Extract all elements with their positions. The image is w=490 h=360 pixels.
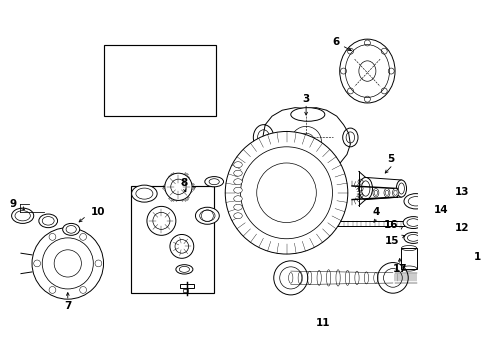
Ellipse shape: [291, 108, 325, 121]
Text: 12: 12: [455, 223, 469, 233]
Bar: [103, 45, 216, 116]
Ellipse shape: [234, 204, 242, 210]
Ellipse shape: [396, 180, 407, 197]
Text: 9: 9: [10, 199, 17, 209]
Ellipse shape: [234, 213, 242, 219]
Ellipse shape: [373, 189, 379, 197]
Ellipse shape: [63, 224, 80, 235]
Ellipse shape: [132, 185, 157, 202]
Text: 11: 11: [316, 318, 330, 328]
Text: 14: 14: [434, 205, 448, 215]
Ellipse shape: [234, 179, 242, 185]
Text: 4: 4: [373, 207, 380, 217]
Circle shape: [32, 228, 103, 299]
Text: 3: 3: [302, 94, 310, 104]
Ellipse shape: [196, 207, 220, 224]
Ellipse shape: [205, 177, 223, 187]
Ellipse shape: [176, 265, 193, 274]
Ellipse shape: [234, 162, 242, 168]
Ellipse shape: [427, 188, 447, 203]
Ellipse shape: [12, 208, 34, 224]
Bar: [401, 248, 417, 269]
Circle shape: [424, 246, 441, 264]
Bar: [183, 289, 188, 292]
Text: 7: 7: [64, 301, 72, 311]
Ellipse shape: [404, 232, 423, 243]
Ellipse shape: [340, 39, 395, 103]
Ellipse shape: [428, 213, 450, 228]
Text: 17: 17: [392, 264, 407, 274]
Text: 15: 15: [384, 236, 399, 246]
Text: 1: 1: [474, 252, 481, 262]
Ellipse shape: [291, 166, 321, 177]
Text: 10: 10: [91, 207, 105, 217]
Circle shape: [170, 234, 194, 258]
Text: 13: 13: [455, 187, 469, 197]
Circle shape: [241, 147, 333, 239]
Ellipse shape: [234, 196, 242, 202]
Ellipse shape: [403, 217, 423, 229]
Bar: [131, 186, 214, 293]
Ellipse shape: [234, 187, 242, 193]
Ellipse shape: [392, 189, 398, 197]
Ellipse shape: [234, 170, 242, 176]
Ellipse shape: [384, 189, 390, 197]
Ellipse shape: [39, 214, 57, 228]
Ellipse shape: [359, 177, 372, 199]
Text: 8: 8: [181, 177, 188, 188]
Circle shape: [165, 173, 192, 201]
Text: 5: 5: [388, 154, 394, 164]
Text: 6: 6: [332, 37, 339, 47]
Text: 16: 16: [384, 220, 398, 230]
Bar: [180, 284, 194, 288]
Ellipse shape: [404, 194, 428, 209]
Circle shape: [225, 131, 348, 254]
Circle shape: [147, 206, 176, 235]
